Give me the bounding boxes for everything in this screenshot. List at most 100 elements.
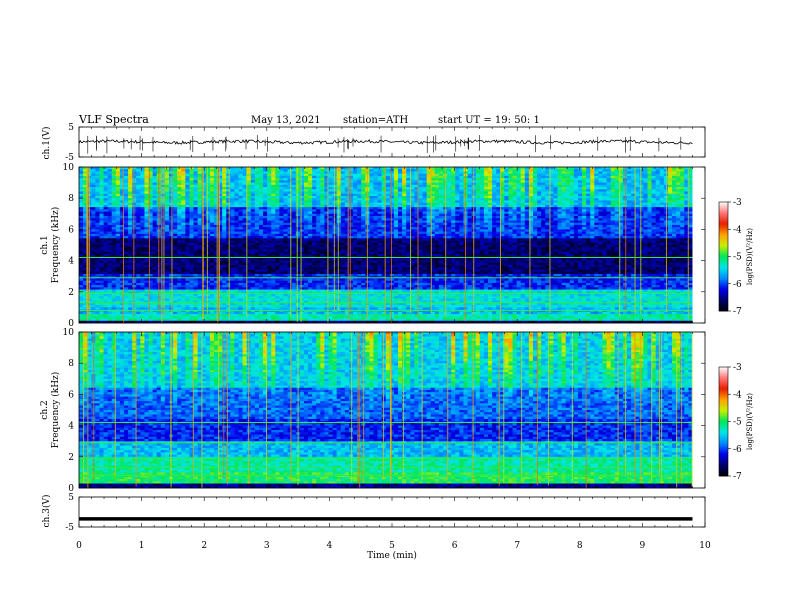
ch1-spectrogram-cell bbox=[533, 169, 537, 172]
ch1-spectrogram-cell bbox=[226, 225, 230, 228]
ch1-spectrogram-cell bbox=[251, 198, 255, 201]
ch1-spectrogram-cell bbox=[394, 234, 398, 237]
ch1-spectrogram-cell bbox=[230, 192, 234, 195]
ch1-spectrogram-cell bbox=[439, 205, 443, 208]
ch1-spectrogram-cell bbox=[525, 192, 529, 195]
ch1-spectrogram-cell bbox=[398, 169, 402, 172]
ch1-spectrogram-cell bbox=[304, 194, 308, 197]
ch1-spectrogram-cell bbox=[623, 236, 627, 239]
ch1-spectrogram-cell bbox=[165, 229, 169, 232]
ch1-spectrogram-cell bbox=[406, 232, 410, 235]
ch1-spectrogram-cell bbox=[676, 232, 680, 235]
ch1-spectrogram-cell bbox=[611, 212, 615, 215]
ch1-spectrogram-cell bbox=[562, 174, 566, 177]
ch1-spectrogram-cell bbox=[635, 227, 639, 230]
ch1-spectrogram-cell bbox=[300, 176, 304, 179]
ch1-spectrogram-cell bbox=[508, 225, 512, 228]
ch1-spectrogram-cell bbox=[337, 227, 341, 230]
ch1-spectrogram-cell bbox=[643, 189, 647, 192]
ch1-spectrogram-cell bbox=[578, 194, 582, 197]
ch1-spectrogram-cell bbox=[643, 185, 647, 188]
ch1-spectrogram-cell bbox=[496, 174, 500, 177]
ch1-spectrogram-cell bbox=[234, 238, 238, 241]
ch1-spectrogram-cell bbox=[451, 174, 455, 177]
ch1-spectrogram-cell bbox=[668, 227, 672, 230]
ch1-spectrogram-cell bbox=[586, 205, 590, 208]
ch1-spectrogram-cell bbox=[418, 234, 422, 237]
ch1-spectrogram-cell bbox=[341, 176, 345, 179]
ch1-spectrogram-cell bbox=[406, 236, 410, 239]
ch1-spectrogram-cell bbox=[517, 187, 521, 190]
ch1-spectrogram-cell bbox=[292, 209, 296, 212]
ch1-spectrogram-cell bbox=[468, 225, 472, 228]
ch1-spectrogram-cell bbox=[361, 232, 365, 235]
ch1-spectrogram-cell bbox=[611, 205, 615, 208]
ch1-spectrogram-cell bbox=[279, 203, 283, 206]
ch1-spectrogram-cell bbox=[468, 218, 472, 221]
ch1-spectrogram-cell bbox=[116, 220, 120, 223]
ch1-spectrogram-cell bbox=[169, 236, 173, 239]
ch1-spectrogram-cell bbox=[451, 176, 455, 179]
ch1-spectrogram-cell bbox=[639, 227, 643, 230]
ch1-spectrogram-cell bbox=[484, 171, 488, 174]
ch1-spectrogram-cell bbox=[251, 232, 255, 235]
ch1-spectrogram-cell bbox=[537, 189, 541, 192]
ch1-spectrogram-cell bbox=[296, 194, 300, 197]
ch1-spectrogram-cell bbox=[476, 192, 480, 195]
ch1-spectrogram-cell bbox=[124, 187, 128, 190]
ch1-spectrogram-cell bbox=[455, 207, 459, 210]
ch1-spectrogram-cell bbox=[598, 205, 602, 208]
ch1-spectrogram-cell bbox=[116, 174, 120, 177]
ch1-spectrogram-cell bbox=[292, 207, 296, 210]
ch1-spectrogram-cell bbox=[361, 225, 365, 228]
ch1-spectrogram-cell bbox=[165, 200, 169, 203]
ch1-spectrogram-cell bbox=[136, 238, 140, 241]
ch1-spectrogram-cell bbox=[337, 232, 341, 235]
ch1-spectrogram-cell bbox=[328, 229, 332, 232]
ch1-spectrogram-cell bbox=[435, 198, 439, 201]
ch1-spectrogram-cell bbox=[504, 205, 508, 208]
ch1-spectrogram-cell bbox=[439, 187, 443, 190]
ch1-spectrogram-cell bbox=[292, 220, 296, 223]
ch1-spectrogram-cell bbox=[566, 178, 570, 181]
ch1-spectrogram-cell bbox=[328, 232, 332, 235]
ch1-spectrogram-cell bbox=[598, 171, 602, 174]
ch1-spectrogram-cell bbox=[545, 227, 549, 230]
ch1-spectrogram-cell bbox=[353, 218, 357, 221]
ch1-spectrogram-cell bbox=[292, 192, 296, 195]
ch1-spectrogram-cell bbox=[95, 220, 99, 223]
ch1-spectrogram-cell bbox=[500, 203, 504, 206]
ch1-spectrogram-cell bbox=[239, 196, 243, 199]
ch1-spectrogram-cell bbox=[243, 232, 247, 235]
ch1-spectrogram-cell bbox=[558, 232, 562, 235]
ch1-spectrogram-cell bbox=[570, 214, 574, 217]
ch1-spectrogram-cell bbox=[243, 194, 247, 197]
ch1-spectrogram-cell bbox=[455, 178, 459, 181]
ch1-spectrogram-cell bbox=[337, 218, 341, 221]
ch1-spectrogram-cell bbox=[308, 214, 312, 217]
ch1-spectrogram-cell bbox=[418, 212, 422, 215]
ch1-spectrogram-cell bbox=[357, 192, 361, 195]
ch1-spectrogram-cell bbox=[570, 192, 574, 195]
ch1-spectrogram-cell bbox=[468, 227, 472, 230]
ch1-spectrogram-cell bbox=[676, 192, 680, 195]
ch1-spectrogram-cell bbox=[165, 225, 169, 228]
ch1-spectrogram-cell bbox=[124, 227, 128, 230]
ch1-spectrogram-cell bbox=[504, 178, 508, 181]
ch1-spectrogram-cell bbox=[639, 216, 643, 219]
ch1-spectrogram-cell bbox=[95, 223, 99, 226]
ch1-spectrogram-cell bbox=[136, 216, 140, 219]
ch1-spectrogram-cell bbox=[676, 187, 680, 190]
ch1-spectrogram-cell bbox=[153, 225, 157, 228]
ch1-spectrogram-cell bbox=[144, 238, 148, 241]
ch1-spectrogram-cell bbox=[234, 218, 238, 221]
ch1-spectrogram-cell bbox=[488, 200, 492, 203]
ch1-spectrogram-cell bbox=[349, 200, 353, 203]
ch1-spectrogram-cell bbox=[337, 236, 341, 239]
ch1-spectrogram-cell bbox=[128, 185, 132, 188]
ch1-spectrogram-cell bbox=[226, 178, 230, 181]
ch1-spectrogram-cell bbox=[361, 176, 365, 179]
ch1-spectrogram-cell bbox=[423, 225, 427, 228]
ch1-spectrogram-cell bbox=[488, 194, 492, 197]
ch1-spectrogram-cell bbox=[247, 212, 251, 215]
